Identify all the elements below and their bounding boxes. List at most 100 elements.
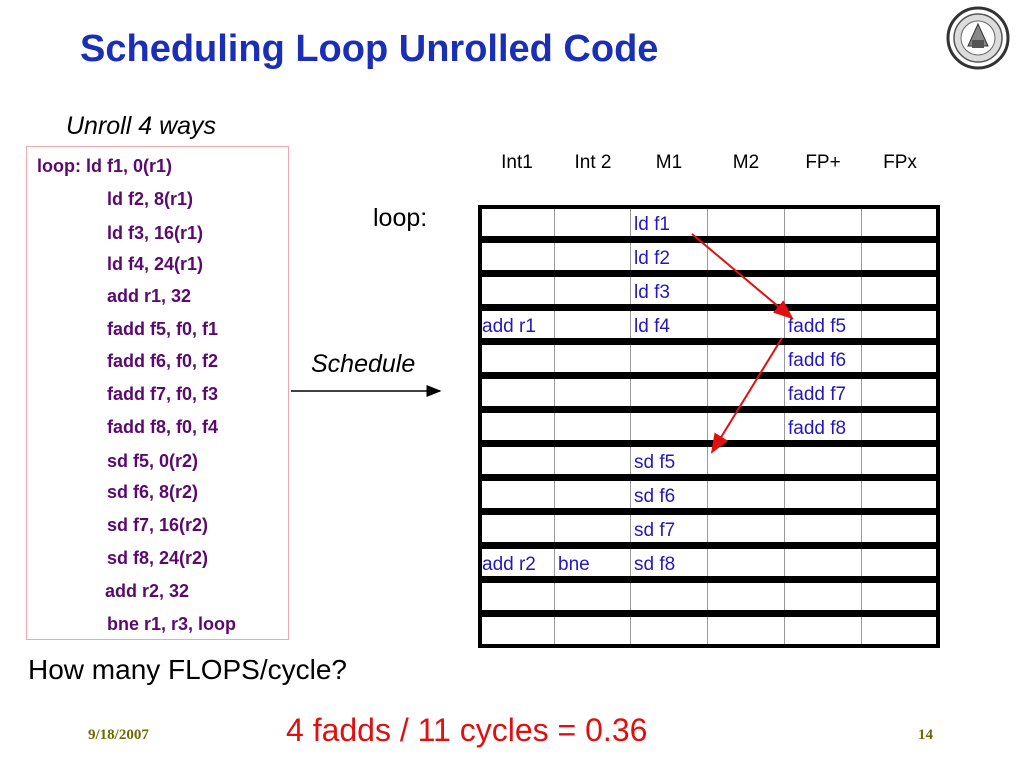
column-divider xyxy=(630,277,631,304)
column-divider xyxy=(861,549,862,576)
code-line: ld f2, 8(r1) xyxy=(107,189,194,209)
column-divider xyxy=(707,209,708,236)
column-divider xyxy=(554,515,555,542)
column-divider xyxy=(861,243,862,270)
schedule-row xyxy=(478,477,940,512)
column-divider xyxy=(861,617,862,644)
column-header-m2: M2 xyxy=(732,152,760,173)
column-divider xyxy=(861,413,862,440)
code-line: fadd f8, f0, f4 xyxy=(107,417,219,437)
schedule-cell: bne xyxy=(558,554,590,575)
code-line: add r1, 32 xyxy=(107,286,192,306)
column-divider xyxy=(554,379,555,406)
schedule-row xyxy=(478,579,940,614)
column-divider xyxy=(707,447,708,474)
column-divider xyxy=(630,481,631,508)
schedule-row xyxy=(478,545,940,580)
schedule-cell: fadd f6 xyxy=(788,350,847,371)
code-line: ld f3, 16(r1) xyxy=(107,223,204,243)
code-line: bne r1, r3, loop xyxy=(107,614,237,634)
schedule-cell: ld f4 xyxy=(634,316,670,337)
page-number: 14 xyxy=(918,727,933,743)
column-divider xyxy=(861,345,862,372)
column-header-int1: Int1 xyxy=(501,152,533,173)
schedule-cell: ld f3 xyxy=(634,282,670,303)
column-divider xyxy=(630,243,631,270)
schedule-row xyxy=(478,409,940,444)
column-divider xyxy=(707,481,708,508)
column-divider xyxy=(861,481,862,508)
column-divider xyxy=(861,447,862,474)
code-line: sd f8, 24(r2) xyxy=(107,548,209,568)
column-divider xyxy=(630,209,631,236)
column-divider xyxy=(861,583,862,610)
column-divider xyxy=(554,447,555,474)
code-line: add r2, 32 xyxy=(105,581,190,601)
column-divider xyxy=(554,209,555,236)
code-line: sd f7, 16(r2) xyxy=(107,515,209,535)
column-divider xyxy=(784,515,785,542)
column-header-m1: M1 xyxy=(655,152,683,173)
column-divider xyxy=(554,311,555,338)
column-divider xyxy=(784,447,785,474)
schedule-row xyxy=(478,511,940,546)
column-header-fp-add: FP+ xyxy=(805,152,841,173)
schedule-cell: ld f1 xyxy=(634,214,670,235)
column-divider xyxy=(707,345,708,372)
schedule-cell: fadd f8 xyxy=(788,418,847,439)
schedule-row xyxy=(478,273,940,308)
schedule-row xyxy=(478,375,940,410)
column-divider xyxy=(784,243,785,270)
schedule-label: Schedule xyxy=(311,350,416,378)
code-line: fadd f6, f0, f2 xyxy=(107,351,219,371)
column-divider xyxy=(784,345,785,372)
column-divider xyxy=(861,515,862,542)
code-line: sd f6, 8(r2) xyxy=(107,482,199,502)
column-divider xyxy=(630,549,631,576)
column-divider xyxy=(784,549,785,576)
column-divider xyxy=(707,617,708,644)
column-divider xyxy=(707,515,708,542)
column-divider xyxy=(784,379,785,406)
column-divider xyxy=(630,379,631,406)
column-divider xyxy=(784,583,785,610)
column-divider xyxy=(554,277,555,304)
column-divider xyxy=(707,583,708,610)
code-line: ld f4, 24(r1) xyxy=(107,254,204,274)
column-divider xyxy=(630,515,631,542)
column-header-int2: Int 2 xyxy=(574,152,612,173)
schedule-cell: sd f6 xyxy=(634,486,676,507)
schedule-row xyxy=(478,239,940,274)
code-line: fadd f5, f0, f1 xyxy=(107,319,219,339)
column-divider xyxy=(554,413,555,440)
column-divider xyxy=(707,277,708,304)
schedule-row xyxy=(478,613,940,648)
slide-title: Scheduling Loop Unrolled Code xyxy=(80,28,659,70)
column-divider xyxy=(554,617,555,644)
column-divider xyxy=(707,311,708,338)
schedule-cell: sd f8 xyxy=(634,554,676,575)
column-divider xyxy=(861,311,862,338)
column-divider xyxy=(707,413,708,440)
schedule-cell: fadd f5 xyxy=(788,316,847,337)
column-divider xyxy=(554,481,555,508)
column-header-fp-mul: FPx xyxy=(883,152,917,173)
column-divider xyxy=(707,549,708,576)
schedule-cell: add r2 xyxy=(482,554,536,575)
column-divider xyxy=(707,379,708,406)
unroll-subtitle: Unroll 4 ways xyxy=(66,112,217,140)
column-divider xyxy=(630,413,631,440)
schedule-row xyxy=(478,307,940,342)
schedule-cell: add r1 xyxy=(482,316,536,337)
schedule-row xyxy=(478,341,940,376)
code-line: loop: ld f1, 0(r1) xyxy=(37,156,172,176)
column-divider xyxy=(861,379,862,406)
schedule-row xyxy=(478,443,940,478)
schedule-cell: fadd f7 xyxy=(788,384,847,405)
column-divider xyxy=(554,549,555,576)
footer-date: 9/18/2007 xyxy=(88,727,149,743)
code-listing: loop: ld f1, 0(r1) ld f2, 8(r1) ld f3, 1… xyxy=(26,146,289,640)
column-divider xyxy=(630,617,631,644)
column-divider xyxy=(784,617,785,644)
column-divider xyxy=(554,583,555,610)
